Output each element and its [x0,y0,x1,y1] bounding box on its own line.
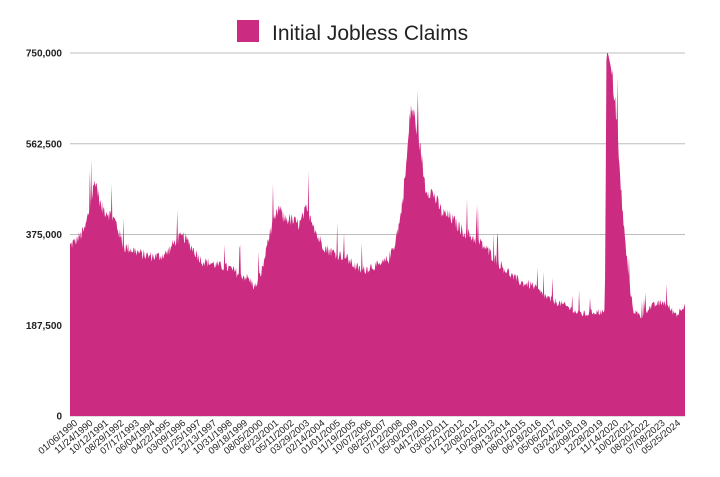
y-tick-label: 375,000 [26,230,63,241]
y-tick-label: 562,500 [26,139,63,150]
legend: Initial Jobless Claims [237,20,468,45]
y-axis: 0 187,500 375,000 562,500 750,000 [26,49,63,423]
legend-swatch [237,20,259,42]
x-axis: 01/06/199011/24/199010/12/199108/29/1992… [36,418,682,457]
series-area-initial-jobless-claims [70,53,685,416]
y-tick-label: 187,500 [26,321,63,332]
y-tick-label: 0 [56,412,62,423]
y-tick-label: 750,000 [26,49,63,60]
legend-label: Initial Jobless Claims [272,22,468,45]
